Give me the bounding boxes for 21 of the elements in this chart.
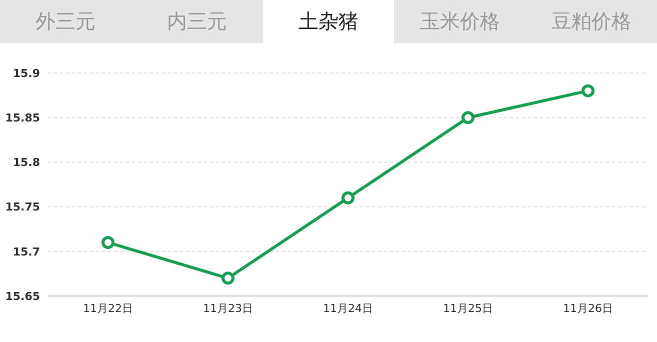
text: 外三元 xyxy=(0,0,132,43)
chart-title: 土杂猪 xyxy=(262,0,394,43)
y-tick-label: 15.65 xyxy=(5,290,40,303)
point xyxy=(462,111,474,124)
y-tick-label: 15.7 xyxy=(12,245,40,258)
text: 玉米价格 xyxy=(394,0,526,43)
x-tick-label: 11月24日 xyxy=(323,302,373,315)
y-tick-label: 15.8 xyxy=(12,156,40,170)
y-tick-label: 15.75 xyxy=(5,200,40,214)
x-tick-label: 11月22日 xyxy=(83,302,133,315)
point xyxy=(102,236,114,249)
point xyxy=(222,272,234,285)
x-tick-label: 11月25日 xyxy=(443,302,493,315)
point xyxy=(342,191,354,204)
text: 豆粕价格 xyxy=(526,0,657,43)
x-tick-label: 11月26日 xyxy=(563,302,613,315)
y-tick-label: 15.85 xyxy=(5,112,40,125)
text: 内三元 xyxy=(131,0,263,43)
x-tick-label: 11月23日 xyxy=(203,302,253,315)
point xyxy=(582,84,594,98)
y-tick-label: 15.9 xyxy=(12,66,40,80)
